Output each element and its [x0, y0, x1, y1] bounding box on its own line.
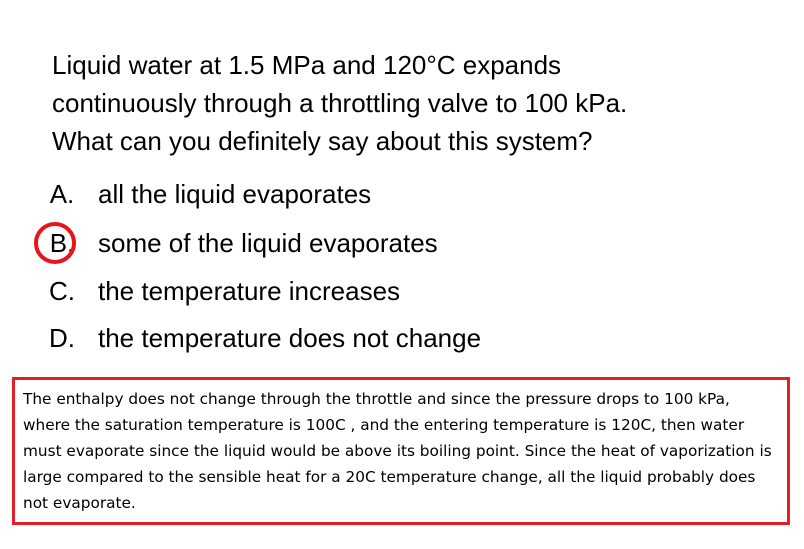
option-d: D. the temperature does not change	[0, 318, 700, 358]
option-d-text: the temperature does not change	[98, 323, 482, 353]
option-a-letter: A.	[49, 179, 75, 209]
question-line-3: What can you definitely say about this s…	[52, 126, 593, 156]
option-c: C. the temperature increases	[0, 271, 700, 311]
option-b: B. some of the liquid evaporates	[0, 223, 700, 263]
question-line-1: Liquid water at 1.5 MPa and 120°C expand…	[52, 50, 562, 80]
option-b-text: some of the liquid evaporates	[98, 228, 438, 258]
option-a-text: all the liquid evaporates	[98, 179, 372, 209]
option-d-letter: D.	[49, 323, 75, 353]
selected-answer-circle	[34, 222, 76, 264]
option-c-letter: C.	[49, 276, 75, 306]
explanation-box: The enthalpy does not change through the…	[12, 377, 790, 525]
option-c-text: the temperature increases	[98, 276, 401, 306]
question-line-2: continuously through a throttling valve …	[52, 88, 628, 118]
option-a: A. all the liquid evaporates	[0, 174, 700, 214]
question-text: Liquid water at 1.5 MPa and 120°C expand…	[52, 46, 792, 160]
